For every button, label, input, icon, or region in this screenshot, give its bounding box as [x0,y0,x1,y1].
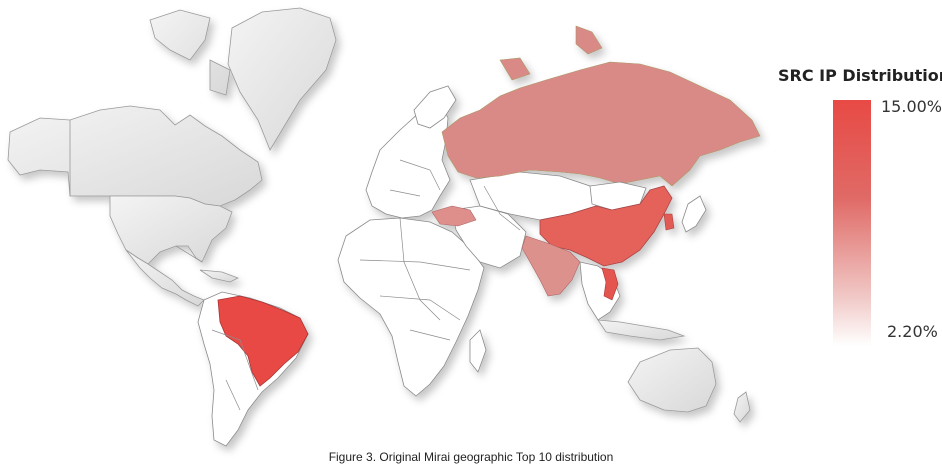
madagascar [469,329,487,373]
canada [7,105,263,207]
africa [337,217,485,397]
brazil [217,295,309,387]
legend-max-label: 15.00% [881,97,942,116]
russia [441,61,761,187]
arctic-islands [149,9,231,96]
figure-caption: Figure 3. Original Mirai geographic Top … [328,450,614,464]
legend-min-label: 2.20% [887,322,938,341]
united-states [109,195,233,265]
mexico [125,249,205,307]
japan [681,195,707,233]
china [539,185,673,267]
caribbean [199,269,239,283]
turkey [431,205,477,227]
greenland [227,7,337,151]
australia [627,347,717,413]
vietnam [601,267,619,301]
scandinavia [413,85,457,129]
india [521,235,581,297]
new-zealand [733,391,751,423]
russia-north-islands [499,25,603,81]
country-borders [69,120,521,411]
legend-title: SRC IP Distribution [778,66,942,85]
south-korea [663,213,675,231]
legend-color-scale [833,100,871,346]
indonesia [597,319,686,341]
